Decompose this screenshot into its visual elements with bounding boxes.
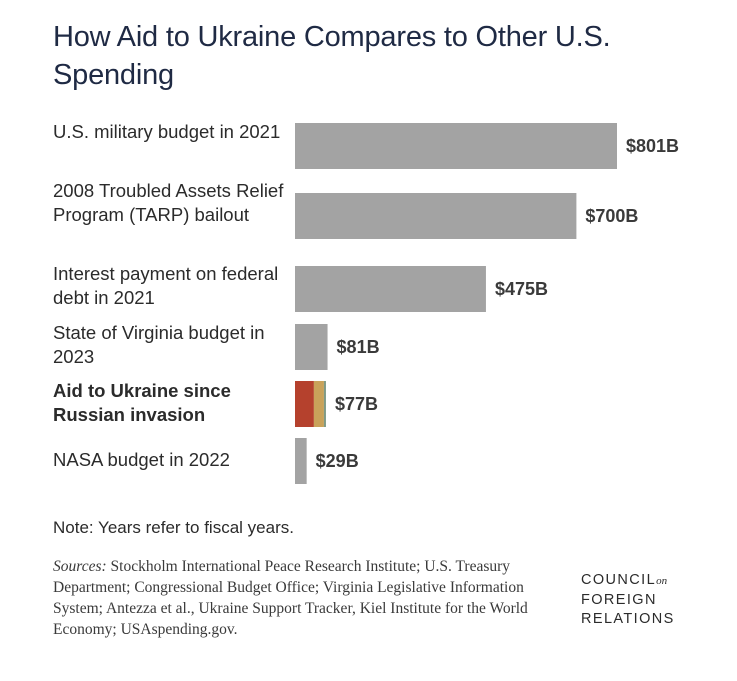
logo-line-3: RELATIONS [581, 611, 675, 627]
category-label-virginia: State of Virginia budget in 2023 [53, 322, 265, 367]
cfr-logo: COUNCILon FOREIGN RELATIONS [581, 571, 675, 629]
chart-note: Note: Years refer to fiscal years. [53, 518, 294, 537]
bar-interest [295, 266, 486, 312]
category-label-ukraine: Aid to Ukraine since Russian invasion [53, 380, 231, 425]
bar-ukraine-segment-3 [323, 381, 326, 427]
bar-nasa [295, 438, 307, 484]
logo-line-1: COUNCILon [581, 571, 675, 591]
category-label-nasa: NASA budget in 2022 [53, 449, 230, 470]
value-label-interest: $475B [495, 279, 548, 299]
category-label-military: U.S. military budget in 2021 [53, 121, 281, 142]
bar-virginia [295, 324, 328, 370]
logo-on: on [656, 575, 668, 587]
logo-council: COUNCIL [581, 572, 657, 588]
bar-military [295, 123, 617, 169]
value-label-virginia: $81B [337, 337, 380, 357]
sources-body: Stockholm International Peace Research I… [53, 558, 528, 638]
value-label-tarp: $700B [585, 206, 638, 226]
bar-tarp [295, 193, 577, 239]
bar-ukraine-segment-2 [313, 381, 324, 427]
category-label-interest: Interest payment on federal debt in 2021 [53, 263, 279, 308]
logo-line-2: FOREIGN [581, 592, 657, 608]
value-label-military: $801B [626, 136, 679, 156]
sources-text: Sources: Stockholm International Peace R… [53, 556, 538, 640]
value-label-nasa: $29B [316, 451, 359, 471]
chart-title: How Aid to Ukraine Compares to Other U.S… [53, 21, 611, 91]
value-label-ukraine: $77B [335, 394, 378, 414]
category-label-tarp: 2008 Troubled Assets Relief Program (TAR… [53, 180, 284, 225]
sources-prefix: Sources: [53, 558, 107, 575]
bar-ukraine-segment-1 [295, 381, 314, 427]
